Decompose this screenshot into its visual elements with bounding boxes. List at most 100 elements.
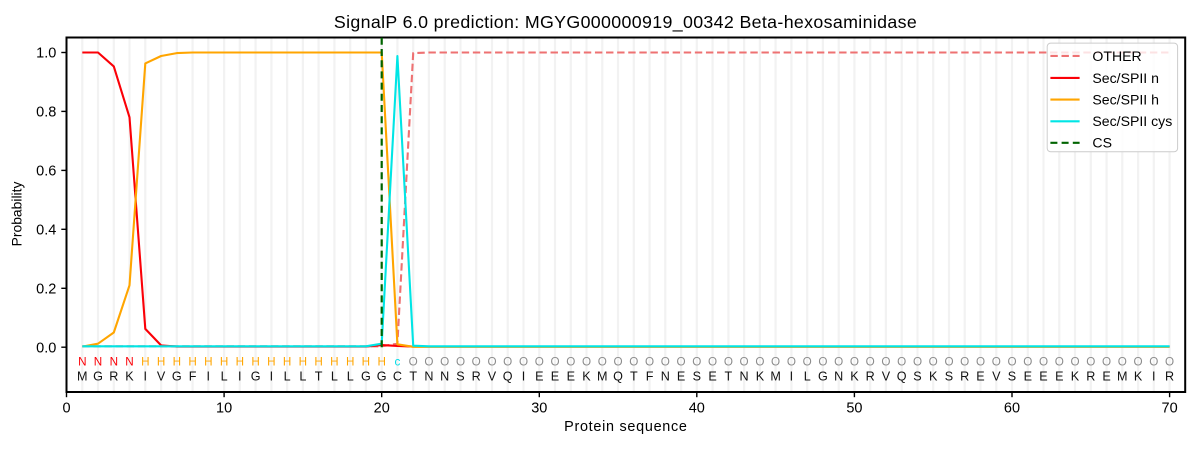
svg-text:N: N (94, 355, 102, 368)
svg-text:N: N (440, 370, 449, 384)
svg-text:G: G (93, 370, 103, 384)
svg-text:L: L (331, 370, 338, 384)
svg-text:O: O (535, 355, 544, 368)
svg-text:O: O (613, 355, 622, 368)
svg-text:H: H (188, 355, 196, 368)
svg-text:N: N (740, 370, 749, 384)
svg-text:0.8: 0.8 (36, 105, 56, 121)
svg-text:V: V (157, 370, 166, 384)
svg-text:H: H (220, 355, 228, 368)
svg-text:O: O (1055, 355, 1064, 368)
svg-text:E: E (551, 370, 559, 384)
svg-text:R: R (472, 370, 481, 384)
svg-text:I: I (1152, 370, 1156, 384)
svg-text:E: E (677, 370, 685, 384)
svg-text:T: T (630, 370, 638, 384)
svg-text:E: E (708, 370, 716, 384)
svg-text:O: O (740, 355, 749, 368)
svg-text:H: H (346, 355, 354, 368)
svg-text:O: O (440, 355, 449, 368)
svg-text:O: O (771, 355, 780, 368)
svg-text:O: O (503, 355, 512, 368)
svg-text:0.6: 0.6 (36, 164, 56, 180)
svg-text:O: O (787, 355, 796, 368)
svg-text:O: O (645, 355, 654, 368)
svg-text:H: H (251, 355, 259, 368)
svg-text:0.4: 0.4 (36, 222, 56, 238)
svg-text:L: L (299, 370, 306, 384)
svg-text:M: M (77, 370, 88, 384)
svg-text:O: O (992, 355, 1001, 368)
svg-text:N: N (661, 370, 670, 384)
svg-text:O: O (692, 355, 701, 368)
svg-text:Sec/SPII cys: Sec/SPII cys (1092, 113, 1172, 129)
svg-text:I: I (207, 370, 211, 384)
svg-text:O: O (944, 355, 953, 368)
svg-text:N: N (110, 355, 118, 368)
svg-text:H: H (330, 355, 338, 368)
svg-text:R: R (1086, 370, 1095, 384)
svg-text:c: c (394, 355, 400, 368)
svg-text:0.0: 0.0 (36, 340, 56, 356)
svg-text:Probability: Probability (9, 182, 25, 247)
svg-text:O: O (818, 355, 827, 368)
svg-text:S: S (456, 370, 464, 384)
svg-text:O: O (519, 355, 528, 368)
svg-text:O: O (1007, 355, 1016, 368)
svg-text:N: N (834, 370, 843, 384)
svg-text:20: 20 (374, 400, 390, 416)
svg-text:50: 50 (846, 400, 862, 416)
svg-text:H: H (141, 355, 149, 368)
svg-text:O: O (677, 355, 686, 368)
svg-text:E: E (1102, 370, 1110, 384)
svg-text:S: S (693, 370, 701, 384)
svg-text:O: O (976, 355, 985, 368)
svg-text:H: H (362, 355, 370, 368)
svg-text:O: O (1039, 355, 1048, 368)
svg-text:O: O (1134, 355, 1143, 368)
svg-text:E: E (567, 370, 575, 384)
svg-text:Sec/SPII n: Sec/SPII n (1092, 70, 1159, 86)
svg-text:Q: Q (897, 370, 907, 384)
svg-text:0: 0 (62, 400, 70, 416)
svg-text:40: 40 (689, 400, 705, 416)
svg-text:K: K (582, 370, 591, 384)
svg-text:10: 10 (216, 400, 232, 416)
svg-text:70: 70 (1162, 400, 1178, 416)
svg-text:O: O (566, 355, 575, 368)
svg-text:CS: CS (1092, 135, 1112, 151)
svg-text:I: I (522, 370, 526, 384)
svg-text:O: O (424, 355, 433, 368)
svg-text:O: O (1023, 355, 1032, 368)
svg-text:Sec/SPII h: Sec/SPII h (1092, 92, 1159, 108)
svg-text:N: N (424, 370, 433, 384)
svg-text:O: O (1149, 355, 1158, 368)
svg-text:S: S (913, 370, 921, 384)
svg-text:O: O (1118, 355, 1127, 368)
svg-text:Q: Q (503, 370, 513, 384)
svg-text:O: O (598, 355, 607, 368)
svg-text:O: O (1165, 355, 1174, 368)
svg-text:O: O (866, 355, 875, 368)
svg-text:H: H (267, 355, 275, 368)
svg-text:I: I (238, 370, 242, 384)
svg-text:H: H (236, 355, 244, 368)
svg-text:O: O (850, 355, 859, 368)
svg-text:L: L (221, 370, 228, 384)
svg-text:V: V (882, 370, 891, 384)
svg-text:E: E (1055, 370, 1063, 384)
svg-text:H: H (377, 355, 385, 368)
svg-text:O: O (661, 355, 670, 368)
svg-text:R: R (866, 370, 875, 384)
svg-text:F: F (189, 370, 197, 384)
svg-text:O: O (803, 355, 812, 368)
svg-text:T: T (409, 370, 417, 384)
svg-text:O: O (724, 355, 733, 368)
svg-text:M: M (770, 370, 781, 384)
svg-text:G: G (361, 370, 371, 384)
svg-text:N: N (125, 355, 133, 368)
svg-text:G: G (172, 370, 182, 384)
svg-text:K: K (125, 370, 134, 384)
svg-text:OTHER: OTHER (1092, 48, 1141, 64)
svg-text:K: K (1134, 370, 1143, 384)
